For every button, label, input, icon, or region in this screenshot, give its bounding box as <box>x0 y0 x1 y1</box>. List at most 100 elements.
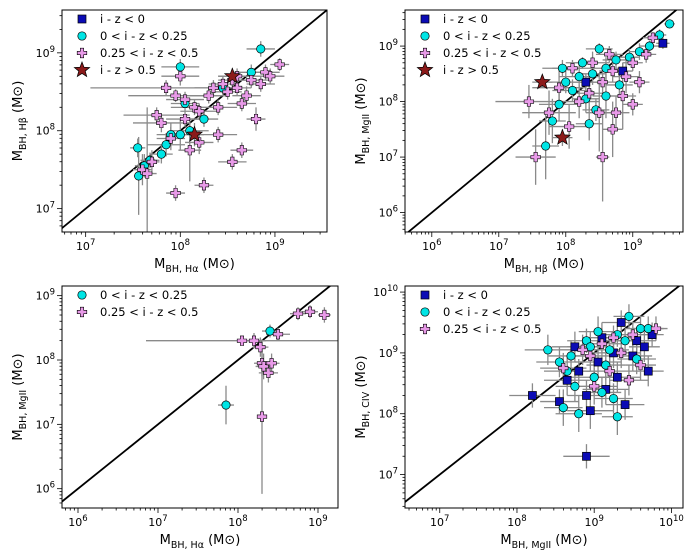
legend-marker-i-z-0-5 <box>73 61 91 78</box>
data-point-0-i-z-0-25 <box>589 372 599 382</box>
data-point-0-i-z-0-25 <box>161 140 171 150</box>
data-point-0-25-i-z-0-5 <box>596 338 608 349</box>
data-point-0-25-i-z-0-5 <box>641 49 652 60</box>
data-point-0-i-z-0-25 <box>644 41 655 51</box>
data-point-0-i-z-0-25 <box>221 400 231 410</box>
data-point-0-25-i-z-0-5 <box>607 65 618 77</box>
data-point-0-i-z-0-25 <box>612 412 622 422</box>
y-tick-label: 106 <box>379 205 398 220</box>
data-point-0-i-z-0-25 <box>554 99 564 109</box>
data-point-0-25-i-z-0-5 <box>585 350 596 362</box>
x-tick-label: 108 <box>171 238 190 253</box>
y-tick-label: 109 <box>379 38 398 53</box>
data-point-0-25-i-z-0-5 <box>292 308 304 319</box>
data-point-0-25-i-z-0-5 <box>523 96 535 107</box>
data-point-0-25-i-z-0-5 <box>597 151 608 163</box>
data-point-0-25-i-z-0-5 <box>594 107 605 118</box>
data-point-0-25-i-z-0-5 <box>194 137 205 148</box>
data-point-i-z-0 <box>616 318 626 327</box>
data-point-0-25-i-z-0-5 <box>175 71 186 82</box>
legend-marker-0-i-z-0-25 <box>420 307 430 317</box>
legend: i - z < 0 0 < i - z < 0.25 0.25 < i - z < … <box>419 288 541 336</box>
data-point-0-25-i-z-0-5 <box>236 335 248 346</box>
data-point-0-25-i-z-0-5 <box>250 113 262 125</box>
data-point-0-25-i-z-0-5 <box>543 107 555 118</box>
legend-label: 0 < i - z < 0.25 <box>443 29 531 43</box>
y-tick-label: 108 <box>36 352 55 367</box>
data-point-0-25-i-z-0-5 <box>567 63 578 74</box>
x-tick-label: 109 <box>584 514 603 529</box>
data-point-0-i-z-0-25 <box>597 387 607 397</box>
data-point-0-i-z-0-25 <box>256 44 266 54</box>
data-point-i-z-0 <box>593 357 603 367</box>
data-point-0-i-z-0-25 <box>175 62 185 72</box>
axes-frame <box>404 9 684 233</box>
data-point-i-z-0-5 <box>185 125 204 142</box>
legend: i - z < 0 0 < i - z < 0.25 0.25 < i - z < … <box>416 12 541 78</box>
data-point-i-z-0-5 <box>223 67 241 84</box>
data-point-0-25-i-z-0-5 <box>236 145 247 156</box>
data-point-0-25-i-z-0-5 <box>142 168 153 179</box>
data-point-0-25-i-z-0-5 <box>161 82 172 93</box>
data-point-0-25-i-z-0-5 <box>530 151 541 163</box>
data-point-0-i-z-0-25 <box>547 116 557 126</box>
data-point-0-i-z-0-25 <box>605 345 615 355</box>
data-point-0-25-i-z-0-5 <box>236 98 247 109</box>
data-point-0-25-i-z-0-5 <box>553 82 565 93</box>
data-point-0-i-z-0-25 <box>620 336 630 346</box>
data-point-0-25-i-z-0-5 <box>194 106 205 117</box>
x-tick-label: 109 <box>265 238 284 253</box>
data-point-0-25-i-z-0-5 <box>608 332 619 343</box>
x-tick-label: 107 <box>489 238 508 253</box>
x-tick-label: 108 <box>507 514 526 529</box>
y-tick-label: 107 <box>379 149 398 164</box>
data-point-0-i-z-0-25 <box>574 72 584 82</box>
data-point-0-25-i-z-0-5 <box>274 59 285 70</box>
y-tick-label: 108 <box>379 406 398 421</box>
data-point-0-i-z-0-25 <box>624 311 634 321</box>
data-point-0-25-i-z-0-5 <box>241 90 252 101</box>
y-tick-label: 109 <box>36 45 55 60</box>
data-point-0-25-i-z-0-5 <box>213 129 224 140</box>
data-point-0-25-i-z-0-5 <box>213 102 224 113</box>
data-point-0-25-i-z-0-5 <box>627 99 638 110</box>
data-point-0-25-i-z-0-5 <box>589 381 600 392</box>
data-point-i-z-0-5 <box>533 73 551 90</box>
y-tick-label: 109 <box>36 288 55 303</box>
data-point-0-i-z-0-25 <box>593 327 603 337</box>
data-point-0-25-i-z-0-5 <box>165 133 176 144</box>
y-tick-label: 106 <box>36 481 55 496</box>
data-point-0-25-i-z-0-5 <box>647 32 658 43</box>
data-point-0-25-i-z-0-5 <box>227 156 238 167</box>
data-point-0-i-z-0-25 <box>635 324 646 334</box>
data-point-0-25-i-z-0-5 <box>574 96 585 107</box>
legend-marker-i-z-0-5 <box>416 61 434 78</box>
data-point-0-25-i-z-0-5 <box>146 156 158 167</box>
y-tick-label: 107 <box>36 201 55 216</box>
panel-top-left: 107 108 109 107 108 109 MBH, Hα (M⊙) MBH, Hβ (M… <box>11 9 328 275</box>
legend: 0 < i - z < 0.25 0.25 < i - z < 0.5 <box>76 288 198 319</box>
data-point-0-i-z-0-25 <box>570 381 580 391</box>
legend-marker-i-z-0 <box>420 290 430 300</box>
axes-frame <box>404 285 684 509</box>
data-point-0-25-i-z-0-5 <box>604 49 615 60</box>
data-point-0-i-z-0-25 <box>567 85 578 96</box>
data-point-i-z-0 <box>582 391 591 400</box>
one-to-one-line <box>405 286 681 504</box>
data-point-0-25-i-z-0-5 <box>319 309 330 321</box>
data-point-0-i-z-0-25 <box>584 119 594 129</box>
x-tick-label: 1010 <box>659 514 684 529</box>
y-tick-label: 108 <box>379 94 398 109</box>
data-point-0-25-i-z-0-5 <box>607 124 618 135</box>
data-point-0-25-i-z-0-5 <box>256 411 268 422</box>
data-point-i-z-0 <box>632 336 642 346</box>
data-point-0-25-i-z-0-5 <box>623 375 635 386</box>
data-point-0-i-z-0-25 <box>199 114 209 124</box>
data-point-i-z-0 <box>582 451 591 461</box>
data-point-0-i-z-0-25 <box>594 44 604 54</box>
legend-marker-0-25-i-z-0-5 <box>76 47 88 59</box>
legend-label: i - z > 0.5 <box>100 63 156 77</box>
x-tick-label: 109 <box>308 514 327 529</box>
data-point-0-i-z-0-25 <box>608 393 619 404</box>
